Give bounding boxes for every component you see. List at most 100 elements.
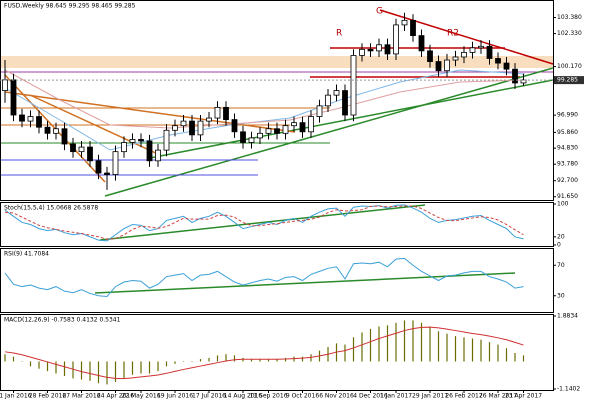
histogram-bar [233, 355, 236, 362]
candle-body [206, 117, 212, 122]
histogram-bar [182, 361, 185, 362]
x-tick-label: 27 Mar 2016 [62, 393, 100, 400]
candle-body [418, 35, 425, 52]
histogram-bar [165, 361, 168, 367]
candle-body [172, 125, 178, 131]
candle-body [512, 68, 518, 84]
x-tick-label: 9 Oct 2016 [286, 393, 319, 400]
candle-body [121, 142, 127, 153]
histogram-bar [29, 361, 32, 367]
candle-body [359, 48, 365, 56]
y-tick-label: 95.860 [557, 129, 578, 136]
candle-body [19, 114, 25, 122]
candle-body [367, 48, 374, 52]
trend-line [149, 79, 554, 159]
y-tick-label: -1.1402 [557, 386, 580, 393]
candle-body [435, 61, 442, 72]
candle-body [87, 146, 93, 162]
histogram-bar [46, 361, 49, 372]
y-tick-label: 30 [557, 292, 565, 299]
candle-body [10, 79, 17, 116]
pane-border [0, 314, 554, 391]
candle-body [350, 55, 357, 116]
histogram-bar [199, 359, 202, 362]
histogram-bar [21, 361, 23, 362]
y-tick-label: 1.8834 [557, 313, 578, 320]
histogram-bar [301, 356, 304, 362]
histogram-bar [38, 361, 40, 369]
candle-body [104, 172, 110, 175]
candle-body [36, 116, 42, 128]
histogram-bar [480, 339, 482, 362]
candle-body [189, 120, 195, 136]
y-tick-label: 100.170 [557, 63, 582, 70]
candle-body [138, 139, 144, 142]
histogram-bar [123, 361, 125, 379]
histogram-bar [361, 332, 363, 362]
candle-body [146, 140, 153, 162]
histogram-bar [386, 325, 389, 362]
histogram-bar [216, 355, 219, 362]
histogram-bar [208, 357, 210, 362]
histogram-bar [488, 342, 491, 362]
x-tick-label: 11 Sep 2016 [249, 393, 287, 400]
candle-body [427, 50, 433, 62]
pane-title: RSI(9) 41.7084 [4, 251, 49, 258]
histogram-bar [106, 361, 108, 385]
x-tick-label: 6 Nov 2016 [319, 393, 354, 400]
candle-body [503, 62, 510, 70]
histogram-bar [369, 328, 372, 362]
histogram-bar [140, 361, 142, 374]
candle-body [44, 126, 51, 134]
candle-body [282, 125, 289, 134]
y-tick-label: 20 [557, 233, 565, 240]
signal-line [4, 326, 524, 380]
candle-body [61, 128, 68, 145]
histogram-bar [284, 357, 287, 362]
candle-body [129, 139, 136, 143]
histogram-bar [505, 348, 508, 362]
candle-body [214, 106, 221, 119]
candle-body [27, 116, 34, 122]
histogram-bar [131, 361, 134, 375]
y-tick-label: 103.380 [557, 14, 582, 21]
histogram-bar [454, 336, 457, 362]
histogram-bar [395, 322, 397, 362]
indicator-line [4, 204, 524, 242]
candle-body [248, 137, 255, 143]
histogram-bar [225, 354, 227, 362]
histogram-bar [89, 361, 91, 381]
candle-body [444, 59, 450, 72]
pane-title: MACD(12,26,9) -0.7583 0.4132 0.5341 [4, 317, 121, 324]
histogram-bar [97, 361, 100, 384]
histogram-bar [276, 359, 278, 362]
candle-body [163, 129, 170, 151]
x-tick-label: 17 Jul 2016 [192, 393, 226, 400]
annotation: G [376, 7, 383, 17]
y-tick-label: 96.990 [557, 112, 578, 119]
indicator-line [4, 205, 524, 240]
candle-body [495, 58, 501, 64]
pane-border [0, 202, 554, 247]
pane-title: FUSD,Weekly 98.645 99.295 98.465 99.285 [4, 3, 136, 10]
x-tick-label: 1 Jan 2017 [380, 393, 412, 400]
histogram-bar [80, 361, 83, 380]
x-tick-label: 26 Mar 2017 [479, 393, 517, 400]
y-tick-label: 91.650 [557, 193, 578, 200]
histogram-bar [157, 361, 159, 372]
zone-band [0, 56, 553, 68]
histogram-bar [191, 361, 193, 362]
candle-body [376, 44, 382, 52]
histogram-bar [250, 359, 253, 362]
candle-body [478, 45, 484, 49]
y-tick-label: 102.330 [557, 30, 582, 37]
pane-title: Stoch(15,5,4) 15.0668 26.5878 [4, 205, 98, 212]
histogram-bar [259, 359, 261, 362]
x-tick-label: 4 Dec 2016 [353, 393, 388, 400]
histogram-bar [403, 320, 406, 362]
indicator-line [4, 257, 524, 298]
histogram-bar [471, 338, 474, 362]
histogram-bar [437, 331, 440, 362]
